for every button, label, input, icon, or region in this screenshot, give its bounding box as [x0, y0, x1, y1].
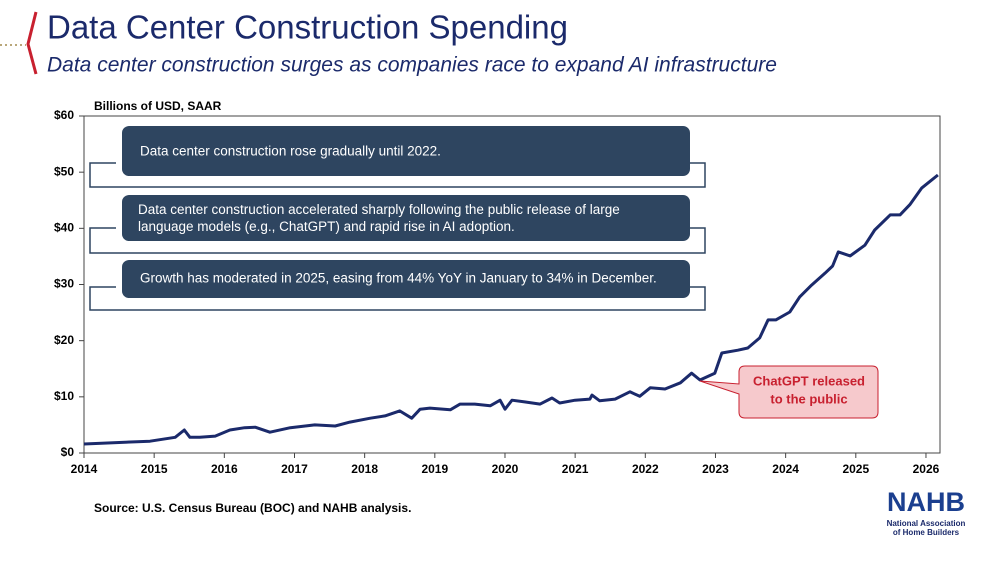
- x-tick-label: 2021: [562, 462, 589, 476]
- source: Source: U.S. Census Bureau (BOC) and NAH…: [94, 501, 411, 515]
- subtitle: Data center construction surges as compa…: [47, 54, 777, 77]
- y-tick-label: $30: [54, 277, 74, 291]
- y-tick-label: $10: [54, 389, 74, 403]
- x-tick-label: 2018: [351, 462, 378, 476]
- y-axis-label: Billions of USD, SAAR: [94, 99, 222, 113]
- y-tick-label: $0: [61, 445, 75, 459]
- annotation: Data center construction rose gradually …: [140, 144, 441, 159]
- annotation: Growth has moderated in 2025, easing fro…: [140, 271, 657, 286]
- x-tick-label: 2017: [281, 462, 308, 476]
- y-tick-label: $60: [54, 108, 74, 122]
- bracket: [89, 227, 706, 254]
- x-tick-label: 2015: [141, 462, 168, 476]
- bracket: [89, 162, 706, 188]
- x-tick-label: 2025: [842, 462, 869, 476]
- logo-line: National Association: [887, 519, 966, 528]
- logo: NAHB: [887, 487, 965, 517]
- bracket: [89, 286, 706, 311]
- y-tick-label: $50: [54, 164, 74, 178]
- annotation-box: [122, 126, 690, 176]
- x-tick-label: 2022: [632, 462, 659, 476]
- accent-slash: [26, 11, 38, 75]
- y-tick-label: $20: [54, 333, 74, 347]
- x-tick-label: 2014: [71, 462, 98, 476]
- x-tick-label: 2020: [492, 462, 519, 476]
- title: Data Center Construction Spending: [47, 9, 568, 46]
- callout: to the public: [770, 391, 847, 406]
- annotation-box: [122, 195, 690, 241]
- x-tick-label: 2016: [211, 462, 238, 476]
- callout-box: [699, 365, 879, 419]
- plot: $0 $10 $20 $30 $40 $50 $60 2014 2015 2016 2017 2018…: [54, 108, 940, 476]
- callout: ChatGPT released: [753, 373, 865, 388]
- x-tick-label: 2026: [913, 462, 940, 476]
- x-tick-label: 2019: [421, 462, 448, 476]
- data-line: [83, 173, 939, 446]
- x-tick-label: 2024: [772, 462, 799, 476]
- x-tick-label: 2023: [702, 462, 729, 476]
- y-tick-label: $40: [54, 221, 74, 235]
- logo-line: of Home Builders: [893, 528, 960, 537]
- annotation: Data center construction accelerated sha…: [138, 202, 620, 234]
- annotation-box: [122, 260, 690, 298]
- annotation-wrap: Data center construction accelerated sha…: [138, 202, 620, 234]
